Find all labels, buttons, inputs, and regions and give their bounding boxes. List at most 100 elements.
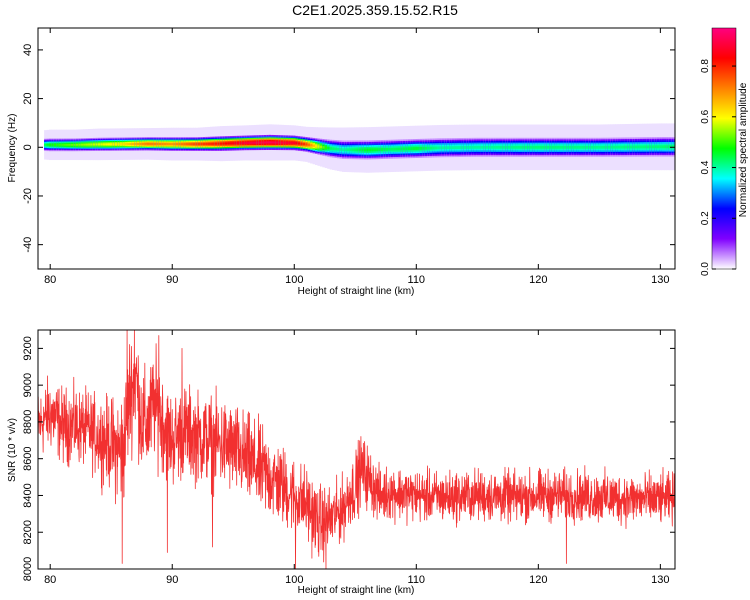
spectrogram-cell xyxy=(131,143,136,146)
spectrogram-cell xyxy=(495,145,499,149)
spectrogram-cell xyxy=(617,145,621,149)
spectrogram-cell xyxy=(158,142,162,146)
spectrogram-cell xyxy=(354,148,358,152)
spectrogram-cell xyxy=(163,143,167,146)
spectrogram-cell xyxy=(654,145,658,149)
spectrogram-cell xyxy=(202,142,206,146)
spectrogram-cell xyxy=(253,141,258,144)
spectrogram-cell xyxy=(456,146,460,149)
spectrogram-cell xyxy=(529,145,533,149)
spectrogram-cell xyxy=(573,145,577,149)
spectrogram-cell xyxy=(444,146,448,150)
spectrogram-cell xyxy=(395,147,399,151)
spectrogram-cell xyxy=(256,141,260,144)
spectrogram-cell xyxy=(251,141,255,144)
spectrogram-cell xyxy=(498,145,502,149)
spectrogram-cell xyxy=(563,145,567,149)
spectrogram-cell xyxy=(129,143,133,146)
spectrogram-cell xyxy=(380,148,384,151)
spectrogram-cell xyxy=(376,148,380,152)
spectrogram-cell xyxy=(512,145,516,149)
spectrogram-cell xyxy=(546,145,550,149)
spectrogram-x-tick-label: 120 xyxy=(529,274,547,286)
spectrogram-cell xyxy=(151,142,155,145)
spectrogram-cell xyxy=(407,147,411,151)
colorbar-tick-label: 0.8 xyxy=(700,59,711,73)
spectrogram-cell xyxy=(48,143,53,146)
spectrogram-cell xyxy=(336,147,341,151)
spectrogram-cell xyxy=(388,147,392,151)
spectrogram-cell xyxy=(585,145,589,149)
spectrogram-cell xyxy=(583,145,587,149)
spectrogram-cell xyxy=(246,141,250,144)
spectrogram-cell xyxy=(334,147,338,151)
spectrogram-cell xyxy=(649,145,653,149)
spectrogram-cell xyxy=(212,142,216,145)
spectrogram-cell xyxy=(70,143,74,146)
spectrogram-cell xyxy=(217,142,221,145)
spectrogram-cell xyxy=(578,145,582,149)
spectrogram-cell xyxy=(581,145,585,149)
spectrogram-cell xyxy=(351,148,355,152)
spectrogram-cell xyxy=(439,146,443,150)
spectrogram-cell xyxy=(385,147,389,151)
spectrogram-cell xyxy=(346,148,350,152)
spectrogram-cell xyxy=(146,142,150,145)
spectrogram-cell xyxy=(434,146,438,150)
spectrogram-cell xyxy=(559,145,563,149)
spectrogram-cell xyxy=(646,145,650,149)
spectrogram-cell xyxy=(605,145,609,149)
snr-y-tick-label: 8200 xyxy=(22,520,34,544)
spectrogram-cell xyxy=(571,145,575,149)
spectrogram-cell xyxy=(249,141,253,144)
spectrogram-cell xyxy=(490,145,494,149)
spectrogram-cell xyxy=(197,143,201,146)
spectrogram-cell xyxy=(561,145,565,149)
snr-y-tick-label: 8800 xyxy=(22,410,34,434)
snr-panel: 80 90 100 110 120 130 8000 8200 8400 8600 8800 900… xyxy=(7,329,676,596)
spectrogram-x-tick-label: 80 xyxy=(44,274,56,286)
spectrogram-y-tick-label: 0 xyxy=(22,144,34,150)
spectrogram-cell xyxy=(227,142,231,145)
spectrogram-cell xyxy=(241,141,245,145)
spectrogram-cell xyxy=(463,146,467,149)
spectrogram-cell xyxy=(620,145,624,149)
spectrogram-cell xyxy=(112,143,116,146)
spectrogram-cell xyxy=(244,141,248,144)
spectrogram-cell xyxy=(322,146,326,149)
spectrogram-cell xyxy=(383,148,387,151)
colorbar: 0.0 0.2 0.4 0.6 0.8 Normalized spectral ampl… xyxy=(700,27,749,276)
spectrogram-cell xyxy=(371,148,375,152)
spectrogram-cell xyxy=(119,143,123,146)
spectrogram-cell xyxy=(502,145,506,149)
spectrogram-cell xyxy=(88,143,92,146)
spectrogram-cell xyxy=(234,142,238,145)
spectrogram-cell xyxy=(412,147,416,150)
spectrogram-cell xyxy=(271,141,275,144)
spectrogram-cell xyxy=(305,143,309,146)
colorbar-tick-label: 0.6 xyxy=(700,109,711,123)
spectrogram-cell xyxy=(90,143,94,146)
spectrogram-cell xyxy=(644,145,648,149)
spectrogram-cell xyxy=(261,141,265,144)
spectrogram-cell xyxy=(190,143,194,146)
spectrogram-cell xyxy=(280,141,284,144)
spectrogram-cell xyxy=(105,143,109,146)
spectrogram-cell xyxy=(139,142,143,145)
spectrogram-cell xyxy=(461,146,465,149)
spectrogram-x-tick-label: 130 xyxy=(651,274,669,286)
spectrogram-cell xyxy=(97,143,101,146)
spectrogram-cell xyxy=(53,143,57,146)
colorbar-tick-label: 0.4 xyxy=(700,160,711,174)
spectrogram-cell xyxy=(615,145,619,149)
snr-series-line xyxy=(38,330,675,569)
spectrogram-cell xyxy=(517,145,521,149)
spectrogram-cell xyxy=(273,141,277,144)
spectrogram-cell xyxy=(397,147,402,151)
spectrogram-cell xyxy=(278,141,282,144)
spectrogram-cell xyxy=(627,145,631,149)
spectrogram-cell xyxy=(229,142,233,145)
spectrogram-cell xyxy=(136,142,140,145)
spectrogram-cell xyxy=(173,143,177,146)
spectrogram-cell xyxy=(141,142,145,145)
